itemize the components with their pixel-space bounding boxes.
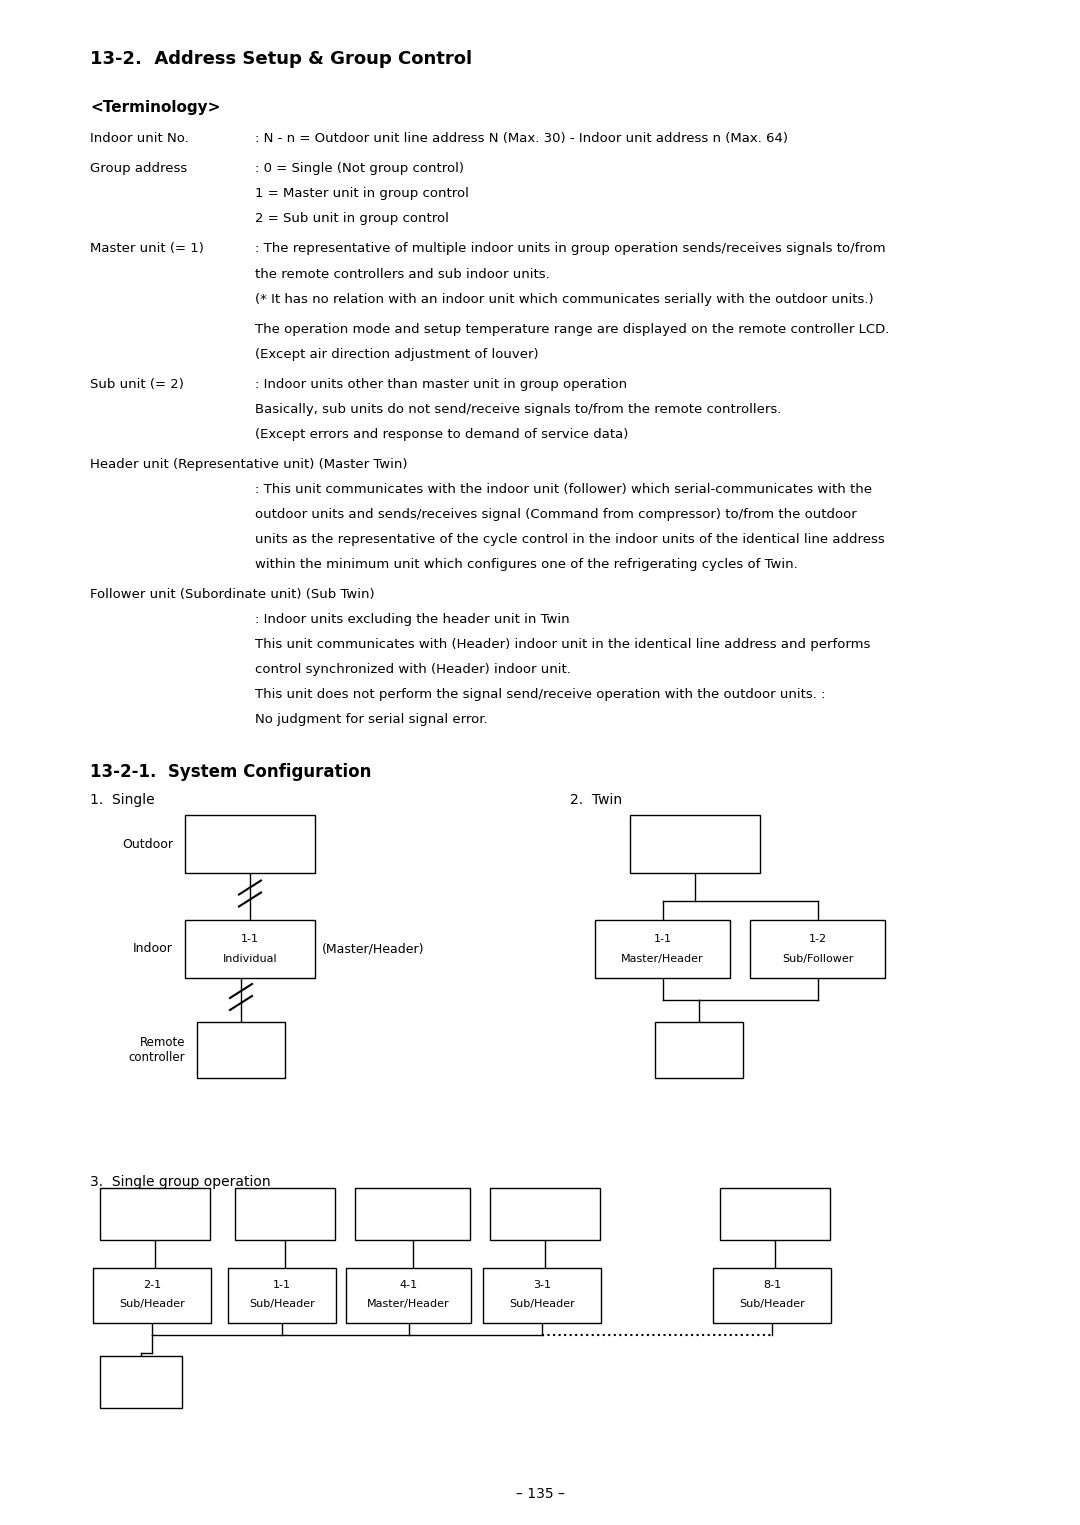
- Bar: [346, 1267, 471, 1324]
- Text: Basically, sub units do not send/receive signals to/from the remote controllers.: Basically, sub units do not send/receive…: [255, 403, 781, 416]
- Text: 1 = Master unit in group control: 1 = Master unit in group control: [255, 188, 469, 200]
- Text: Master/Header: Master/Header: [367, 1299, 449, 1310]
- Text: control synchronized with (Header) indoor unit.: control synchronized with (Header) indoo…: [255, 663, 571, 676]
- Text: : Indoor units other than master unit in group operation: : Indoor units other than master unit in…: [255, 378, 627, 390]
- Text: Sub/Header: Sub/Header: [249, 1299, 315, 1310]
- Text: 1-2: 1-2: [809, 933, 826, 944]
- Text: Outdoor: Outdoor: [122, 837, 173, 851]
- Bar: [228, 1267, 336, 1324]
- Text: Sub/Header: Sub/Header: [119, 1299, 185, 1310]
- Text: Indoor unit No.: Indoor unit No.: [90, 133, 189, 145]
- Bar: [93, 1267, 211, 1324]
- Text: Master unit (= 1): Master unit (= 1): [90, 242, 204, 255]
- Text: : N - n = Outdoor unit line address N (Max. 30) - Indoor unit address n (Max. 64: : N - n = Outdoor unit line address N (M…: [255, 133, 788, 145]
- Text: (Except errors and response to demand of service data): (Except errors and response to demand of…: [255, 429, 629, 441]
- Text: Remote
controller: Remote controller: [129, 1035, 185, 1064]
- Text: 1.  Single: 1. Single: [90, 793, 154, 807]
- Bar: [720, 1188, 831, 1240]
- Bar: [630, 814, 760, 872]
- Bar: [100, 1356, 183, 1408]
- Bar: [483, 1267, 600, 1324]
- Text: 13-2.  Address Setup & Group Control: 13-2. Address Setup & Group Control: [90, 50, 472, 69]
- Text: : This unit communicates with the indoor unit (follower) which serial-communicat: : This unit communicates with the indoor…: [255, 483, 872, 496]
- Text: (Except air direction adjustment of louver): (Except air direction adjustment of louv…: [255, 348, 539, 361]
- Text: 3-1: 3-1: [534, 1281, 551, 1290]
- Text: Sub unit (= 2): Sub unit (= 2): [90, 378, 184, 390]
- Bar: [595, 920, 730, 978]
- Bar: [654, 1022, 743, 1078]
- Text: Follower unit (Subordinate unit) (Sub Twin): Follower unit (Subordinate unit) (Sub Tw…: [90, 589, 375, 601]
- Text: Sub/Header: Sub/Header: [509, 1299, 575, 1310]
- Text: 8-1: 8-1: [762, 1281, 781, 1290]
- Bar: [235, 1188, 335, 1240]
- Text: This unit communicates with (Header) indoor unit in the identical line address a: This unit communicates with (Header) ind…: [255, 637, 870, 651]
- Bar: [355, 1188, 470, 1240]
- Text: <Terminology>: <Terminology>: [90, 101, 220, 114]
- Text: outdoor units and sends/receives signal (Command from compressor) to/from the ou: outdoor units and sends/receives signal …: [255, 508, 856, 522]
- Bar: [197, 1022, 285, 1078]
- Text: Individual: Individual: [222, 955, 278, 964]
- Text: Master/Header: Master/Header: [621, 955, 704, 964]
- Text: 1-1: 1-1: [653, 933, 672, 944]
- Text: (Master/Header): (Master/Header): [322, 942, 424, 956]
- Text: 1-1: 1-1: [273, 1281, 291, 1290]
- Bar: [185, 920, 315, 978]
- Bar: [185, 814, 315, 872]
- Text: Sub/Header: Sub/Header: [739, 1299, 805, 1310]
- Text: 4-1: 4-1: [400, 1281, 418, 1290]
- Bar: [100, 1188, 210, 1240]
- Text: Group address: Group address: [90, 162, 187, 175]
- Bar: [750, 920, 885, 978]
- Bar: [713, 1267, 831, 1324]
- Text: : 0 = Single (Not group control): : 0 = Single (Not group control): [255, 162, 464, 175]
- Text: This unit does not perform the signal send/receive operation with the outdoor un: This unit does not perform the signal se…: [255, 688, 825, 702]
- Text: 2 = Sub unit in group control: 2 = Sub unit in group control: [255, 212, 449, 226]
- Text: No judgment for serial signal error.: No judgment for serial signal error.: [255, 714, 488, 726]
- Text: units as the representative of the cycle control in the indoor units of the iden: units as the representative of the cycle…: [255, 534, 885, 546]
- Text: 2.  Twin: 2. Twin: [570, 793, 622, 807]
- Text: Header unit (Representative unit) (Master Twin): Header unit (Representative unit) (Maste…: [90, 458, 407, 471]
- Bar: [490, 1188, 600, 1240]
- Text: the remote controllers and sub indoor units.: the remote controllers and sub indoor un…: [255, 268, 550, 281]
- Text: 13-2-1.  System Configuration: 13-2-1. System Configuration: [90, 762, 372, 781]
- Text: 1-1: 1-1: [241, 933, 259, 944]
- Text: (* It has no relation with an indoor unit which communicates serially with the o: (* It has no relation with an indoor uni…: [255, 293, 874, 307]
- Text: 2-1: 2-1: [143, 1281, 161, 1290]
- Text: Sub/Follower: Sub/Follower: [782, 955, 853, 964]
- Text: : The representative of multiple indoor units in group operation sends/receives : : The representative of multiple indoor …: [255, 242, 886, 255]
- Text: : Indoor units excluding the header unit in Twin: : Indoor units excluding the header unit…: [255, 613, 569, 625]
- Text: within the minimum unit which configures one of the refrigerating cycles of Twin: within the minimum unit which configures…: [255, 558, 798, 570]
- Text: – 135 –: – 135 –: [515, 1487, 565, 1501]
- Text: The operation mode and setup temperature range are displayed on the remote contr: The operation mode and setup temperature…: [255, 323, 889, 336]
- Text: Indoor: Indoor: [133, 942, 173, 956]
- Text: 3.  Single group operation: 3. Single group operation: [90, 1174, 271, 1190]
